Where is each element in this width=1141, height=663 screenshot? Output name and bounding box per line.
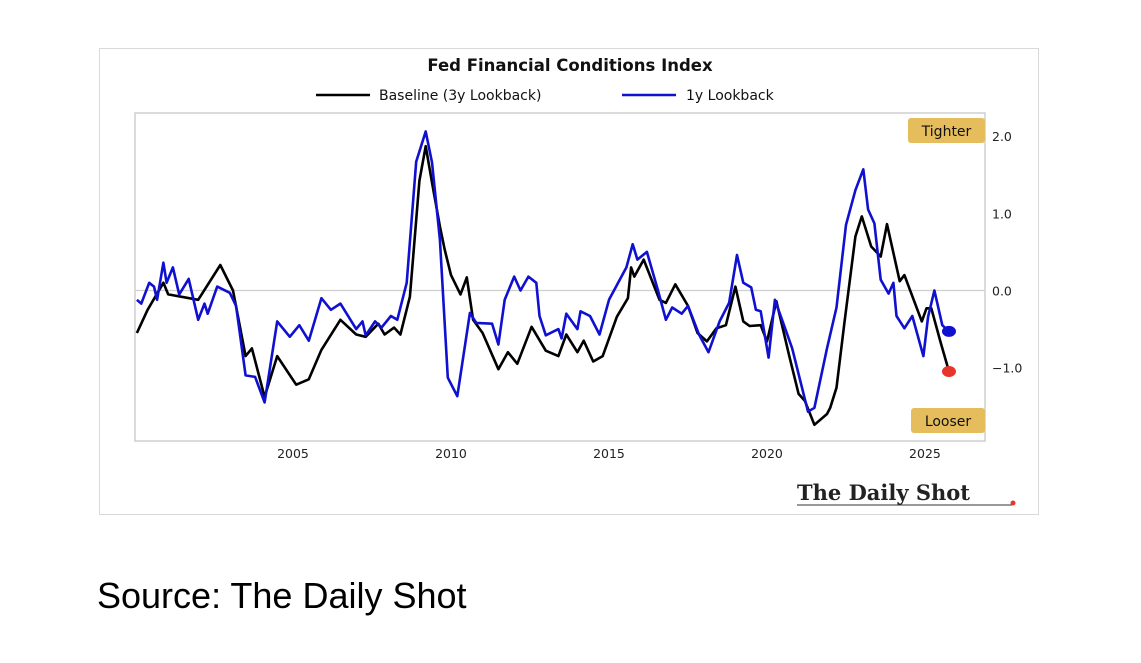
x-tick-label: 2020 [751, 446, 783, 461]
tighter-label: Tighter [921, 124, 972, 140]
end-marker-1y-lookback [941, 325, 956, 337]
series-line-baseline [135, 144, 951, 427]
legend-label-baseline: Baseline (3y Lookback) [379, 88, 541, 104]
source-caption: Source: The Daily Shot [97, 575, 467, 616]
chart-title: Fed Financial Conditions Index [427, 56, 713, 75]
looser-label: Looser [925, 414, 972, 430]
x-tick-label: 2025 [909, 446, 941, 461]
chart-frame [99, 48, 1039, 515]
x-tick-label: 2005 [277, 446, 309, 461]
y-tick-label: 0.0 [992, 284, 1012, 299]
legend-label-1y: 1y Lookback [686, 88, 775, 104]
y-axis: 2.0 1.0 0.0 −1.0 [992, 129, 1022, 376]
legend: Baseline (3y Lookback) 1y Lookback [316, 88, 775, 104]
series-layer [135, 130, 956, 427]
x-tick-label: 2015 [593, 446, 625, 461]
y-tick-label: 1.0 [992, 206, 1012, 221]
x-tick-label: 2010 [435, 446, 467, 461]
daily-shot-logo: The Daily Shot [797, 480, 1016, 506]
plot-area [134, 112, 986, 442]
y-tick-label: −1.0 [992, 361, 1022, 376]
tighter-badge: Tighter [908, 118, 985, 143]
series-line-1y-lookback [136, 130, 950, 413]
x-axis: 2005 2010 2015 2020 2025 [277, 446, 941, 461]
end-marker-baseline [941, 366, 956, 378]
logo-text: The Daily Shot [797, 480, 970, 505]
looser-badge: Looser [911, 408, 985, 433]
y-tick-label: 2.0 [992, 129, 1012, 144]
